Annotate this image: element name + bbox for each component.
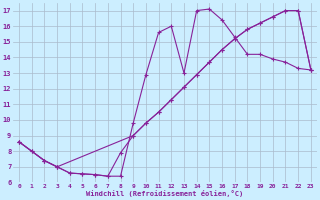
X-axis label: Windchill (Refroidissement éolien,°C): Windchill (Refroidissement éolien,°C) bbox=[86, 190, 244, 197]
